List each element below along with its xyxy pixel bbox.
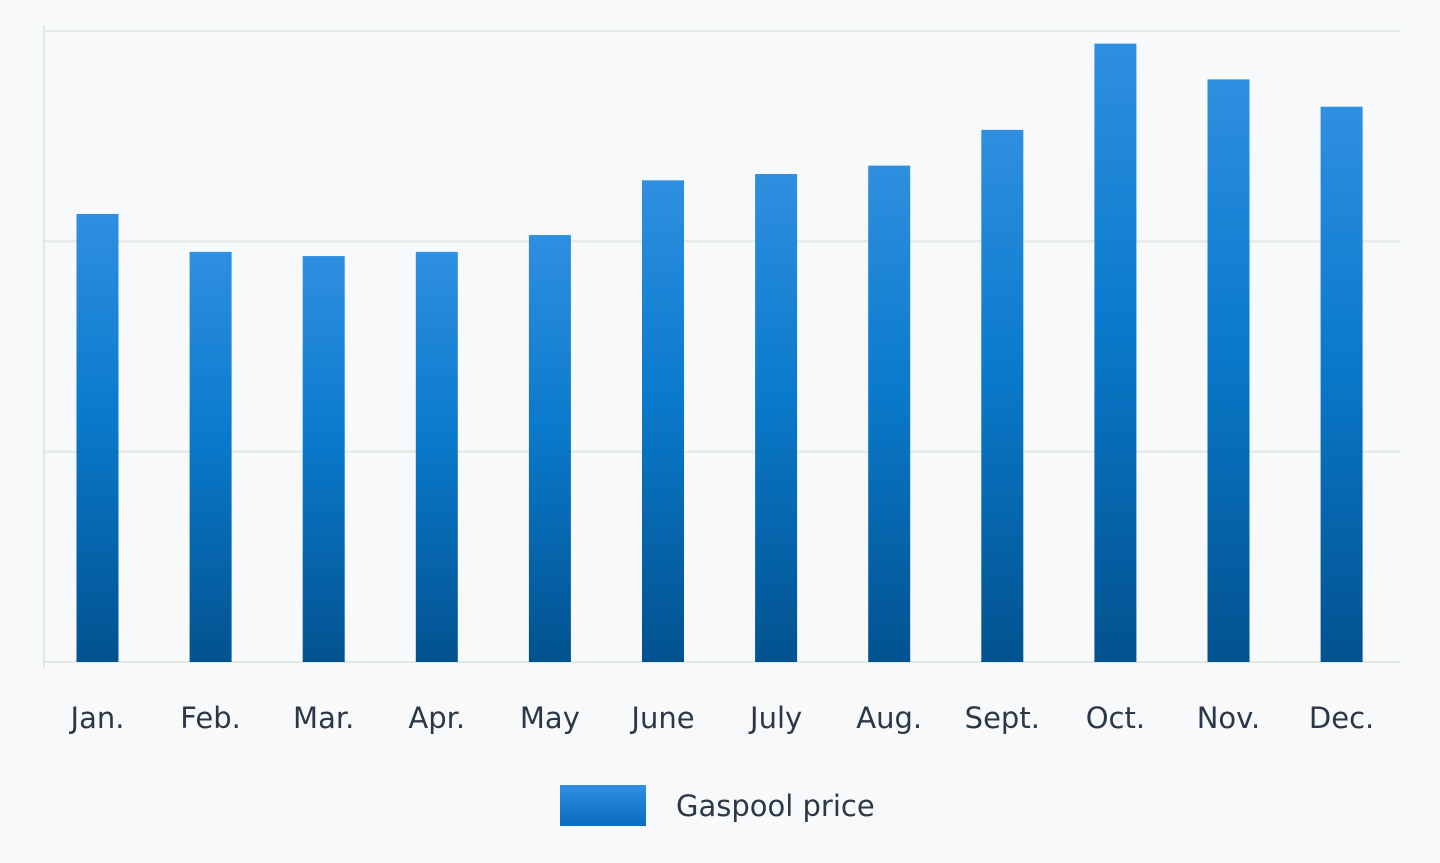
x-tick-label: Aug. — [856, 701, 922, 735]
bar-apr — [415, 251, 458, 662]
bar-feb — [189, 251, 232, 662]
x-tick-label: July — [748, 701, 802, 735]
bar-sept — [981, 129, 1024, 662]
bar-oct — [1094, 43, 1137, 663]
bar-dec — [1320, 106, 1363, 663]
x-tick-label: Feb. — [180, 701, 241, 735]
x-axis-tick-labels: Jan. Feb. Mar. Apr. May June July Aug. Sept. Oct.… — [69, 701, 1375, 735]
legend-swatch — [560, 785, 646, 826]
bar-may — [528, 235, 571, 663]
x-tick-label: Apr. — [408, 701, 465, 735]
x-tick-label: Nov. — [1197, 701, 1261, 735]
bar-mar — [302, 256, 345, 662]
x-tick-label: Jan. — [69, 701, 125, 735]
bar-july — [755, 174, 798, 662]
legend-label: Gaspool price — [676, 789, 875, 823]
bar-jan — [76, 213, 119, 663]
bar-june — [642, 180, 684, 662]
x-tick-label: Dec. — [1309, 701, 1374, 735]
gridlines — [43, 25, 1400, 668]
bar-nov — [1207, 79, 1250, 663]
x-tick-label: Oct. — [1086, 701, 1145, 735]
x-tick-label: May — [520, 701, 580, 735]
bars — [76, 43, 1363, 663]
legend: Gaspool price — [560, 785, 875, 826]
x-tick-label: June — [629, 701, 694, 735]
x-tick-label: Mar. — [293, 701, 354, 735]
bar-aug — [868, 165, 911, 662]
x-tick-label: Sept. — [965, 701, 1040, 735]
